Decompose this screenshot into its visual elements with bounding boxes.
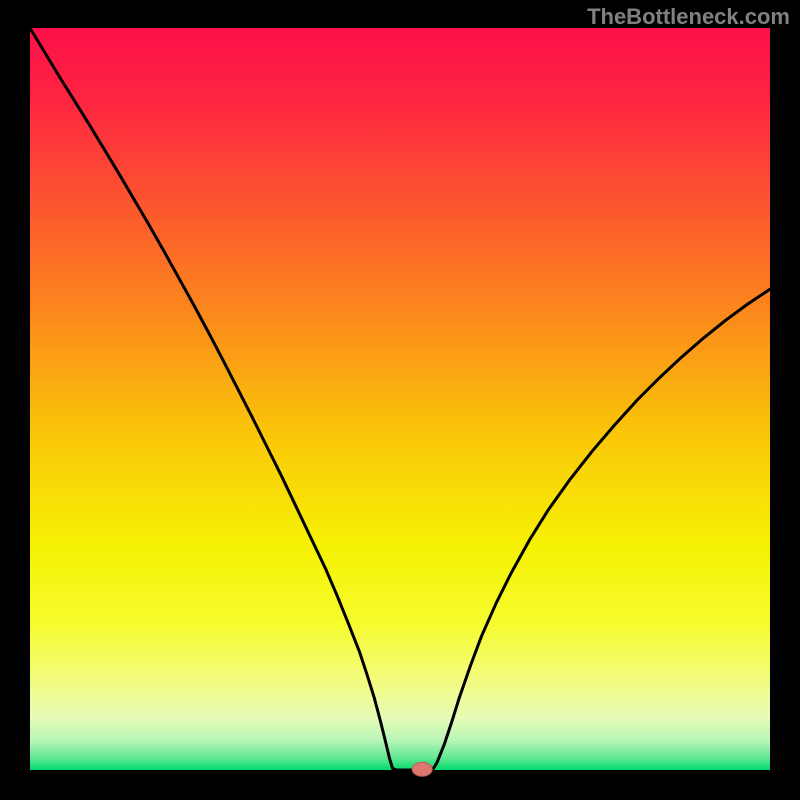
watermark-text: TheBottleneck.com <box>587 4 790 30</box>
bottleneck-chart <box>0 0 800 800</box>
plot-gradient-background <box>30 28 770 770</box>
chart-container: TheBottleneck.com <box>0 0 800 800</box>
optimal-point-marker <box>412 762 432 776</box>
